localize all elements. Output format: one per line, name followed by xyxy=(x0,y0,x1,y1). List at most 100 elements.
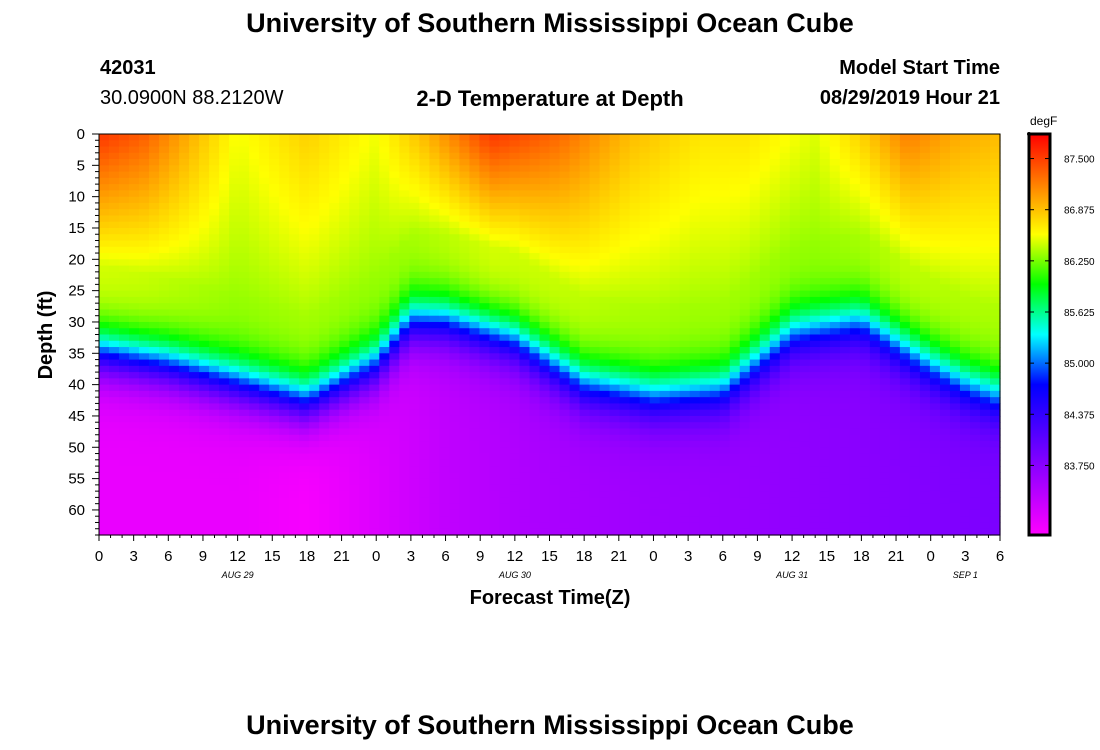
heatmap-cell xyxy=(859,472,871,480)
heatmap-cell xyxy=(529,403,541,411)
heatmap-cell xyxy=(499,516,511,524)
heatmap-cell xyxy=(849,497,861,505)
heatmap-cell xyxy=(339,134,350,141)
heatmap-cell xyxy=(419,384,430,392)
heatmap-cell xyxy=(289,134,300,141)
heatmap-cell xyxy=(579,516,591,524)
heatmap-cell xyxy=(219,409,230,417)
heatmap-cell xyxy=(199,384,210,392)
heatmap-cell xyxy=(519,347,531,354)
heatmap-cell xyxy=(159,253,170,260)
heatmap-cell xyxy=(379,509,390,517)
heatmap-cell xyxy=(529,384,541,392)
heatmap-cell xyxy=(779,472,791,480)
heatmap-cell xyxy=(249,315,260,323)
heatmap-cell xyxy=(709,522,721,530)
heatmap-cell xyxy=(669,516,681,524)
heatmap-cell xyxy=(419,190,430,198)
heatmap-cell xyxy=(689,359,701,367)
heatmap-cell xyxy=(609,328,621,336)
heatmap-cell xyxy=(629,152,641,160)
heatmap-cell xyxy=(739,447,751,455)
heatmap-cell xyxy=(849,403,861,411)
heatmap-cell xyxy=(289,140,300,148)
heatmap-cell xyxy=(259,378,270,386)
heatmap-cell xyxy=(349,359,360,367)
heatmap-cell xyxy=(679,384,691,392)
heatmap-cell xyxy=(689,403,701,411)
heatmap-cell xyxy=(219,152,230,160)
heatmap-cell xyxy=(679,528,691,536)
heatmap-cell xyxy=(719,409,731,417)
heatmap-cell xyxy=(649,491,661,499)
heatmap-cell xyxy=(599,202,611,210)
heatmap-cell xyxy=(489,202,501,210)
heatmap-cell xyxy=(679,321,691,329)
heatmap-cell xyxy=(149,221,160,229)
heatmap-cell xyxy=(599,503,611,511)
heatmap-cell xyxy=(169,278,180,285)
heatmap-cell xyxy=(649,459,661,467)
heatmap-cell xyxy=(339,140,350,148)
heatmap-cell xyxy=(749,522,761,530)
heatmap-cell xyxy=(479,340,491,348)
heatmap-cell xyxy=(309,472,320,480)
heatmap-cell xyxy=(279,334,290,342)
heatmap-cell xyxy=(749,271,761,279)
heatmap-cell xyxy=(589,522,601,530)
heatmap-cell xyxy=(389,497,400,505)
heatmap-cell xyxy=(829,134,841,141)
heatmap-cell xyxy=(459,184,471,191)
heatmap-cell xyxy=(759,403,771,411)
heatmap-cell xyxy=(239,447,250,455)
heatmap-cell xyxy=(279,434,290,442)
heatmap-cell xyxy=(559,290,571,298)
heatmap-cell xyxy=(169,202,180,210)
heatmap-cell xyxy=(749,171,761,179)
heatmap-cell xyxy=(469,140,481,148)
heatmap-cell xyxy=(759,134,771,141)
heatmap-cell xyxy=(649,165,661,173)
heatmap-cell xyxy=(809,522,821,530)
heatmap-cell xyxy=(839,240,851,248)
heatmap-cell xyxy=(839,259,851,267)
heatmap-cell xyxy=(559,390,571,398)
heatmap-cell xyxy=(179,353,190,361)
heatmap-cell xyxy=(459,284,471,292)
heatmap-cell xyxy=(519,234,531,242)
heatmap-cell xyxy=(869,466,881,473)
heatmap-cell xyxy=(349,227,360,235)
heatmap-cell xyxy=(619,516,631,524)
heatmap-cell xyxy=(839,165,851,173)
heatmap-cell xyxy=(169,428,180,436)
heatmap-cell xyxy=(329,309,340,317)
heatmap-cell xyxy=(599,184,611,191)
heatmap-cell xyxy=(199,472,210,480)
heatmap-cell xyxy=(129,234,140,242)
heatmap-cell xyxy=(869,365,881,373)
heatmap-cell xyxy=(669,422,681,430)
heatmap-cell xyxy=(839,321,851,329)
heatmap-cell xyxy=(289,453,300,461)
heatmap-cell xyxy=(219,347,230,354)
heatmap-cell xyxy=(389,253,400,260)
heatmap-cell xyxy=(179,397,190,405)
heatmap-cell xyxy=(859,221,871,229)
heatmap-cell xyxy=(539,240,551,248)
heatmap-cell xyxy=(819,315,831,323)
heatmap-cell xyxy=(529,378,541,386)
heatmap-cell xyxy=(549,240,561,248)
heatmap-cell xyxy=(369,246,380,254)
heatmap-cell xyxy=(369,284,380,292)
heatmap-cell xyxy=(839,253,851,260)
heatmap-cell xyxy=(839,202,851,210)
heatmap-cell xyxy=(299,284,310,292)
heatmap-cell xyxy=(619,484,631,492)
heatmap-cell xyxy=(339,409,350,417)
heatmap-cell xyxy=(539,284,551,292)
heatmap-cell xyxy=(839,309,851,317)
heatmap-cell xyxy=(529,209,541,217)
heatmap-cell xyxy=(609,340,621,348)
heatmap-cell xyxy=(309,434,320,442)
heatmap-cell xyxy=(359,447,370,455)
